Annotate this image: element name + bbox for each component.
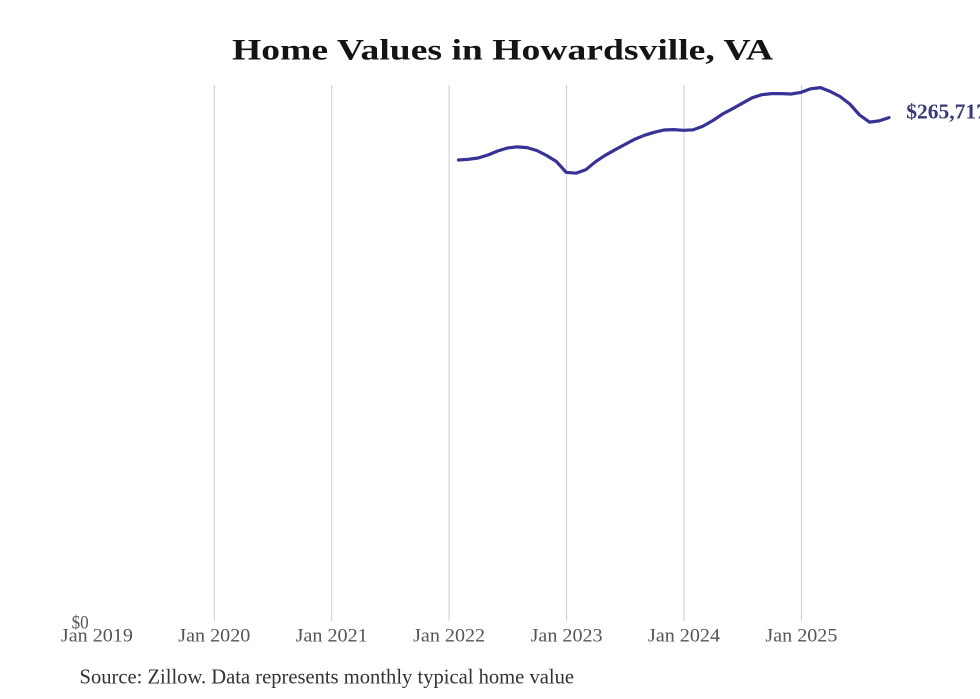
svg-text:Source: Zillow. Data represent: Source: Zillow. Data represents monthly … xyxy=(80,664,575,688)
svg-text:Jan 2021: Jan 2021 xyxy=(296,625,368,646)
svg-text:$265,717: $265,717 xyxy=(906,100,980,124)
svg-text:Jan 2022: Jan 2022 xyxy=(413,625,485,646)
svg-text:Jan 2023: Jan 2023 xyxy=(531,625,603,646)
svg-text:$0: $0 xyxy=(72,613,89,634)
svg-text:Jan 2019: Jan 2019 xyxy=(61,625,133,646)
svg-text:Jan 2025: Jan 2025 xyxy=(765,625,837,646)
svg-text:Home Values in Howardsville, V: Home Values in Howardsville, VA xyxy=(232,34,773,67)
svg-text:Jan 2024: Jan 2024 xyxy=(648,625,721,646)
svg-text:Jan 2020: Jan 2020 xyxy=(178,625,250,646)
